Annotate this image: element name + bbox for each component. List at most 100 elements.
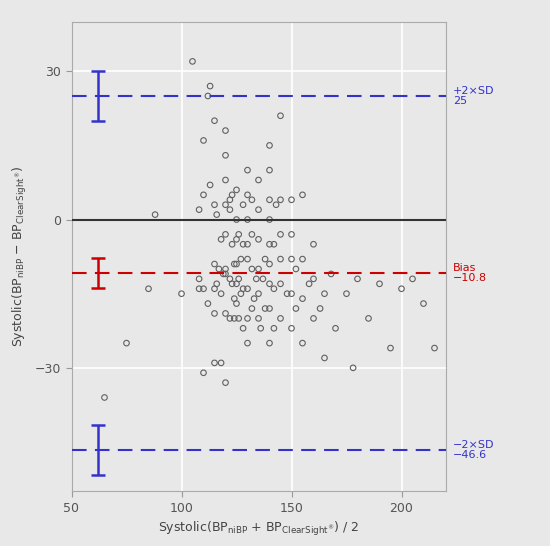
Point: [236, 255, 245, 264]
Point: [320, 289, 329, 298]
Point: [228, 191, 236, 199]
Point: [243, 255, 252, 264]
Point: [232, 299, 241, 308]
Point: [219, 270, 228, 278]
Point: [212, 210, 221, 219]
Point: [234, 314, 243, 323]
Point: [250, 294, 258, 303]
Point: [221, 200, 230, 209]
Point: [228, 280, 236, 288]
Point: [221, 265, 230, 274]
Point: [298, 294, 307, 303]
Point: [276, 280, 285, 288]
Point: [270, 324, 278, 333]
Point: [272, 200, 280, 209]
Point: [217, 235, 226, 244]
Point: [228, 240, 236, 248]
Point: [327, 270, 336, 278]
Point: [221, 176, 230, 185]
Point: [276, 230, 285, 239]
Point: [270, 240, 278, 248]
Point: [239, 200, 248, 209]
Point: [221, 230, 230, 239]
Point: [419, 299, 428, 308]
Point: [188, 57, 197, 66]
Point: [243, 240, 252, 248]
Point: [283, 289, 292, 298]
Point: [232, 280, 241, 288]
Point: [252, 275, 261, 283]
Point: [221, 378, 230, 387]
Point: [226, 205, 234, 214]
Point: [287, 195, 296, 204]
Point: [226, 275, 234, 283]
Point: [243, 215, 252, 224]
Point: [397, 284, 406, 293]
Point: [316, 304, 324, 313]
Point: [122, 339, 131, 347]
Point: [210, 260, 219, 269]
Point: [221, 126, 230, 135]
Point: [217, 289, 226, 298]
Point: [248, 304, 256, 313]
Point: [265, 304, 274, 313]
Point: [248, 230, 256, 239]
Point: [206, 82, 214, 91]
Point: [292, 304, 300, 313]
Point: [342, 289, 351, 298]
Point: [210, 200, 219, 209]
Point: [221, 151, 230, 159]
Point: [320, 354, 329, 363]
Point: [234, 275, 243, 283]
Point: [239, 284, 248, 293]
Point: [292, 265, 300, 274]
Point: [195, 284, 204, 293]
Point: [239, 240, 248, 248]
Point: [243, 191, 252, 199]
Point: [254, 235, 263, 244]
Point: [100, 393, 109, 402]
Point: [305, 280, 314, 288]
Point: [232, 215, 241, 224]
Point: [144, 284, 153, 293]
Point: [226, 314, 234, 323]
Point: [430, 343, 439, 352]
Point: [243, 284, 252, 293]
Point: [254, 205, 263, 214]
Point: [151, 210, 160, 219]
Point: [230, 314, 239, 323]
Point: [265, 215, 274, 224]
Point: [210, 359, 219, 367]
Point: [375, 280, 384, 288]
Point: [236, 289, 245, 298]
Point: [276, 195, 285, 204]
Point: [232, 186, 241, 194]
Point: [221, 270, 230, 278]
Point: [265, 166, 274, 175]
Point: [287, 324, 296, 333]
Point: [210, 309, 219, 318]
Point: [298, 191, 307, 199]
Point: [287, 230, 296, 239]
Point: [232, 235, 241, 244]
Text: −2×SD: −2×SD: [453, 440, 494, 450]
Point: [270, 284, 278, 293]
Point: [199, 284, 208, 293]
Point: [232, 260, 241, 269]
Point: [195, 205, 204, 214]
Point: [256, 324, 265, 333]
Point: [386, 343, 395, 352]
Point: [221, 309, 230, 318]
Point: [265, 280, 274, 288]
Point: [258, 275, 267, 283]
Point: [265, 339, 274, 347]
Point: [331, 324, 340, 333]
Point: [276, 314, 285, 323]
Point: [408, 275, 417, 283]
Point: [261, 304, 270, 313]
Point: [248, 265, 256, 274]
Point: [287, 255, 296, 264]
Point: [298, 339, 307, 347]
Point: [254, 314, 263, 323]
Point: [287, 289, 296, 298]
